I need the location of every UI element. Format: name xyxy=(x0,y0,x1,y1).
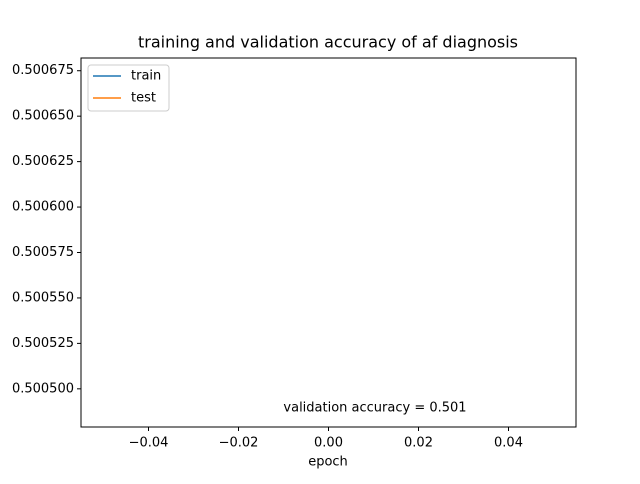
x-axis-label: epoch xyxy=(308,455,348,470)
y-tick-label: 0.500575 xyxy=(12,245,74,260)
legend-label: train xyxy=(131,69,161,84)
chart-title: training and validation accuracy of af d… xyxy=(138,33,518,52)
y-tick-label: 0.500525 xyxy=(12,336,74,351)
x-tick-label: −0.02 xyxy=(219,436,259,451)
x-tick-label: 0.00 xyxy=(314,436,343,451)
x-tick-label: 0.04 xyxy=(494,436,523,451)
legend-label: test xyxy=(131,91,156,106)
y-tick-label: 0.500550 xyxy=(12,290,74,305)
annotation: validation accuracy = 0.501 xyxy=(283,401,466,416)
y-tick-label: 0.500625 xyxy=(12,154,74,169)
x-tick-label: 0.02 xyxy=(404,436,433,451)
y-tick-label: 0.500600 xyxy=(12,200,74,215)
x-tick-label: −0.04 xyxy=(129,436,169,451)
y-tick-label: 0.500500 xyxy=(12,381,74,396)
y-tick-label: 0.500650 xyxy=(12,109,74,124)
y-tick-label: 0.500675 xyxy=(12,63,74,78)
